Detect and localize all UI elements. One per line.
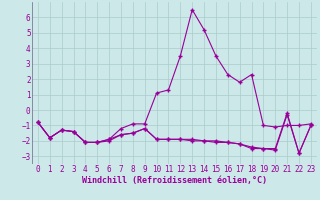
- X-axis label: Windchill (Refroidissement éolien,°C): Windchill (Refroidissement éolien,°C): [82, 176, 267, 185]
